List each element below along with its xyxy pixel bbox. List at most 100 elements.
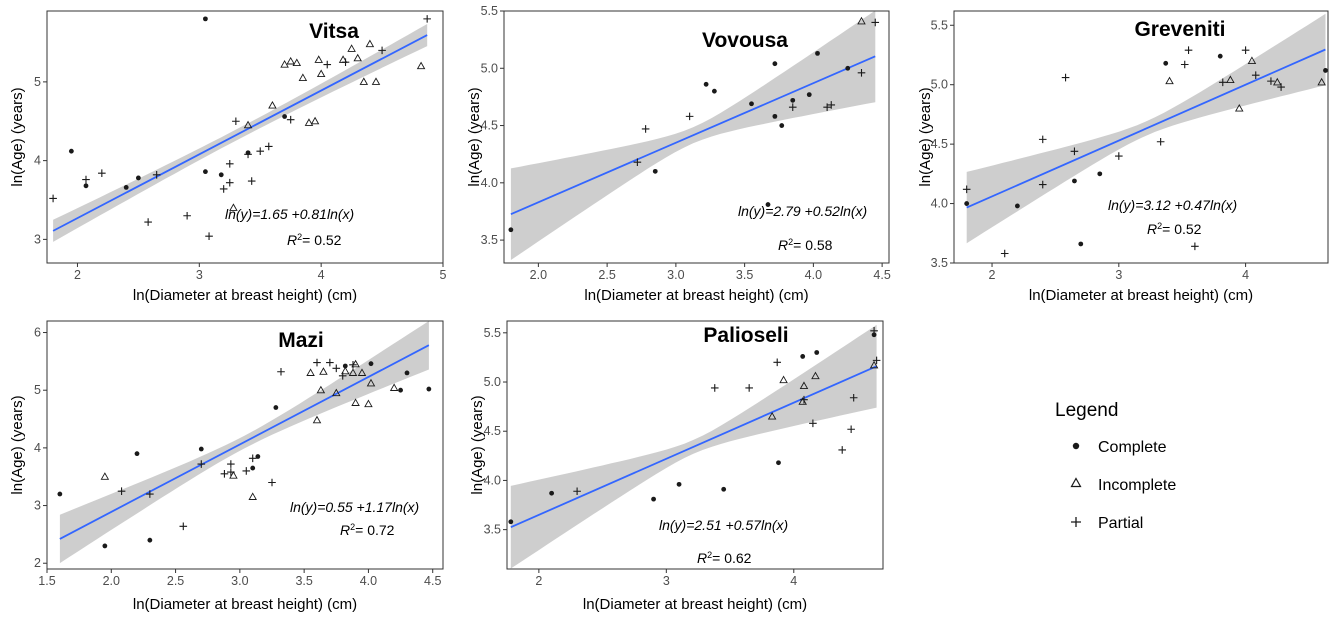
data-point-partial [227, 460, 235, 468]
data-point-complete [1072, 178, 1077, 184]
data-point-complete [721, 486, 727, 492]
data-point-incomplete [389, 383, 399, 391]
data-point-incomplete [1247, 56, 1257, 64]
data-point-incomplete [298, 73, 308, 81]
y-tick-label: 5.0 [481, 61, 498, 75]
data-point-partial [685, 112, 694, 121]
x-tick-label: 4 [790, 574, 797, 588]
data-point-complete [218, 172, 224, 178]
data-point-partial [247, 177, 256, 185]
data-point-partial [338, 371, 347, 380]
data-point-complete [123, 185, 129, 190]
data-point-complete [806, 92, 812, 98]
data-point-partial [847, 425, 855, 434]
r-squared-value: = 0.62 [712, 550, 752, 566]
data-point-complete [134, 451, 140, 457]
data-point-partial [225, 178, 234, 187]
data-point-complete [102, 543, 108, 549]
data-point-complete [368, 361, 374, 367]
y-tick-label: 2 [34, 556, 41, 570]
data-point-complete [57, 491, 63, 497]
data-point-partial [144, 218, 152, 226]
y-axis-title: ln(Age) (years) [466, 87, 483, 186]
data-point-partial [264, 142, 273, 151]
data-point-partial [423, 15, 431, 23]
y-tick-label: 3.5 [484, 523, 501, 537]
data-point-partial [849, 393, 858, 402]
legend-item-complete: Complete [1072, 439, 1167, 456]
data-point-incomplete [338, 55, 348, 63]
data-point-incomplete [306, 368, 315, 376]
x-tick-label: 4 [318, 268, 325, 282]
data-point-complete [255, 454, 261, 459]
data-point-complete [508, 519, 514, 525]
regression-equation: ln(y)=2.79 +0.52ln(x) [738, 203, 867, 219]
data-point-partial [219, 185, 228, 193]
y-tick-label: 5.5 [931, 18, 948, 32]
data-point-partial [827, 101, 836, 109]
data-point-incomplete [319, 367, 328, 375]
data-point-incomplete [280, 60, 289, 68]
panel-palioseli: 2 3 4 3.5 4.0 4.5 5.0 5.5 Palioseli ln(y)=2.51 … [469, 320, 884, 613]
data-point-incomplete [357, 368, 367, 376]
dot-marker-icon [1072, 442, 1080, 450]
data-point-incomplete [1317, 77, 1326, 86]
x-axis-title: ln(Diameter at breast height) (cm) [584, 287, 808, 304]
regression-line [966, 48, 1326, 209]
data-point-incomplete [286, 56, 295, 65]
x-tick-label: 2 [74, 268, 81, 282]
data-point-complete [815, 50, 820, 56]
data-point-incomplete [869, 360, 879, 369]
data-point-partial [710, 384, 719, 392]
r-squared-superscript: 2 [707, 550, 712, 560]
data-point-incomplete [229, 471, 238, 479]
data-point-complete [711, 88, 717, 94]
r-squared-superscript: 2 [1157, 221, 1162, 231]
regression-equation: ln(y)=0.55 +1.17ln(x) [290, 499, 419, 515]
r-squared-symbol: R [1147, 221, 1157, 237]
x-tick-label: 3.5 [736, 268, 753, 282]
r-squared-symbol: R [778, 237, 788, 253]
legend-label: Complete [1098, 439, 1167, 456]
x-tick-label: 3.0 [231, 574, 248, 588]
data-point-partial [82, 175, 90, 184]
r-squared-label: R2= 0.62 [697, 550, 752, 566]
legend-item-partial: Partial [1071, 515, 1143, 532]
x-axis-title: ln(Diameter at breast height) (cm) [133, 596, 357, 613]
data-point-partial [248, 454, 257, 463]
data-point-partial [1251, 71, 1260, 79]
x-tick-label: 4.5 [873, 268, 890, 282]
data-point-complete [203, 16, 208, 22]
x-tick-label: 2 [535, 574, 542, 588]
data-point-partial [962, 185, 971, 194]
data-point-incomplete [798, 397, 807, 405]
data-point-partial [117, 487, 126, 495]
data-point-incomplete [347, 44, 356, 52]
data-point-partial [1267, 77, 1275, 85]
data-point-partial [225, 159, 234, 168]
regression-equation: ln(y)=1.65 +0.81ln(x) [225, 206, 354, 222]
data-point-partial [1191, 242, 1199, 251]
data-point-complete [83, 183, 89, 189]
data-point-complete [147, 537, 153, 543]
data-point-complete [790, 97, 796, 103]
data-point-complete [135, 175, 141, 181]
data-point-partial [98, 169, 106, 178]
data-point-complete [273, 405, 279, 410]
data-point-complete [676, 481, 682, 487]
x-tick-label: 3.5 [295, 574, 312, 588]
panel-mazi: 1.5 2.0 2.5 3.0 3.5 4.0 4.5 2 3 4 5 6 Mazi ln(y)=0.… [9, 320, 444, 613]
data-point-complete [508, 227, 514, 233]
x-tick-label: 2.0 [530, 268, 547, 282]
data-point-incomplete [364, 399, 373, 408]
regression-equation: ln(y)=2.51 +0.57ln(x) [659, 517, 788, 533]
data-point-incomplete [857, 16, 866, 25]
triangle-marker-icon [1070, 477, 1082, 488]
data-point-complete [772, 61, 778, 67]
regression-equation: ln(y)=3.12 +0.47ln(x) [1108, 197, 1237, 213]
data-point-complete [1097, 171, 1103, 177]
data-point-partial [152, 171, 161, 179]
y-tick-label: 4.5 [481, 119, 498, 133]
y-tick-label: 5 [34, 75, 41, 89]
data-point-complete [1323, 68, 1328, 73]
